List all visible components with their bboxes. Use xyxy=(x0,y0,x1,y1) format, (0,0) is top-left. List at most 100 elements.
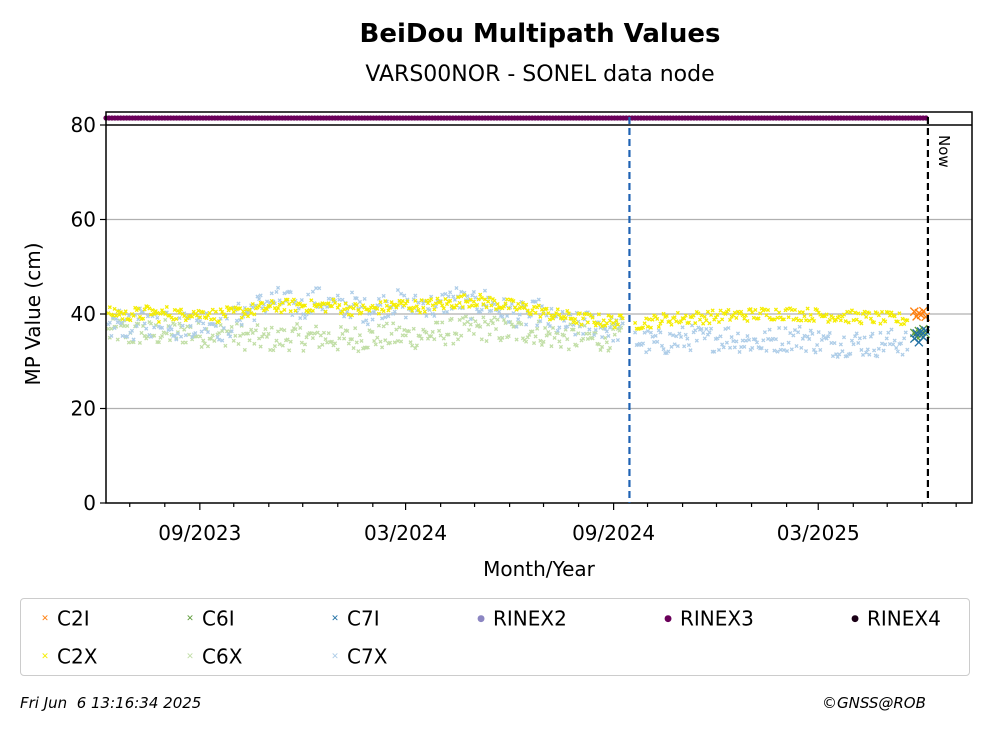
point-c6x xyxy=(115,337,120,342)
point-c2x xyxy=(142,307,147,312)
point-c2x xyxy=(577,311,582,316)
point-c7x xyxy=(514,324,519,329)
point-c7x xyxy=(239,322,244,327)
point-c6x xyxy=(236,341,241,346)
point-c2x xyxy=(701,321,706,326)
point-c7x xyxy=(851,342,856,347)
legend-marker-x-icon: ✕ xyxy=(186,613,194,624)
point-c7x xyxy=(148,334,154,339)
point-c7x xyxy=(258,293,263,298)
point-c2x xyxy=(457,300,462,305)
point-c6x xyxy=(399,339,404,344)
point-c7x xyxy=(335,293,340,298)
point-c7x xyxy=(677,331,682,336)
point-c2x xyxy=(775,315,780,320)
point-c7x xyxy=(868,334,873,339)
point-c2x xyxy=(204,316,209,321)
legend-label: RINEX3 xyxy=(680,606,754,631)
point-c2x xyxy=(898,322,904,327)
point-c7x xyxy=(688,348,693,353)
point-c6x xyxy=(463,314,469,319)
point-c6x xyxy=(471,331,476,337)
point-c2x xyxy=(571,320,576,325)
point-c6x xyxy=(566,347,571,352)
point-c2x xyxy=(868,316,873,321)
point-c2x xyxy=(538,314,543,319)
point-c7x xyxy=(716,347,722,353)
point-c7x xyxy=(702,336,707,341)
point-c2x xyxy=(536,303,541,308)
point-c6x xyxy=(312,331,317,336)
y-tick-label: 60 xyxy=(71,208,96,232)
point-c2x xyxy=(274,308,279,313)
legend-label: RINEX4 xyxy=(867,606,941,631)
point-c6x xyxy=(209,336,214,341)
point-c2x xyxy=(148,312,154,317)
point-c6x xyxy=(598,347,603,353)
point-c2x xyxy=(354,302,359,308)
point-c6x xyxy=(435,320,440,325)
point-c7x xyxy=(652,339,657,345)
point-c2x xyxy=(879,309,885,314)
point-c6x xyxy=(402,327,407,333)
point-c6x xyxy=(231,338,236,343)
point-c7x xyxy=(536,297,541,302)
point-c2x xyxy=(566,311,571,316)
point-c2x xyxy=(356,307,361,313)
point-c2x xyxy=(394,305,399,310)
point-c6x xyxy=(125,323,130,329)
point-c2x xyxy=(479,295,484,301)
point-c7x xyxy=(737,349,742,355)
point-c7x xyxy=(205,330,211,335)
point-c2x xyxy=(796,318,801,323)
point-c6x xyxy=(370,329,375,334)
point-c7x xyxy=(633,330,638,335)
point-c2x xyxy=(375,306,380,311)
point-c2x xyxy=(740,313,745,318)
point-c6x xyxy=(590,336,595,341)
point-c2x xyxy=(827,317,832,322)
point-c2x xyxy=(493,306,499,312)
point-c2x xyxy=(489,303,494,308)
point-c2x xyxy=(405,299,410,304)
point-c2x xyxy=(555,307,560,312)
point-c6x xyxy=(282,328,287,333)
point-c6x xyxy=(295,321,300,327)
point-c7x xyxy=(892,338,897,343)
point-c7x xyxy=(690,323,695,328)
rinex-strip xyxy=(103,115,929,121)
point-c2x xyxy=(120,317,125,322)
point-c7x xyxy=(301,312,306,317)
point-c2x xyxy=(114,313,119,318)
point-c6x xyxy=(202,341,207,346)
point-c6x xyxy=(462,321,467,327)
point-c2x xyxy=(667,319,672,324)
point-c7x xyxy=(126,313,131,318)
point-c2x xyxy=(441,306,446,311)
point-c2x xyxy=(323,309,328,314)
point-c7x xyxy=(441,310,446,315)
point-c2x xyxy=(854,317,859,322)
point-c6x xyxy=(156,340,161,345)
point-c7x xyxy=(718,334,723,339)
x-tick-label: 03/2025 xyxy=(777,521,860,545)
point-c6x xyxy=(299,340,304,345)
point-c6x xyxy=(318,333,323,338)
point-c6x xyxy=(194,334,199,339)
point-c6x xyxy=(349,337,355,342)
point-c7x xyxy=(169,327,174,332)
point-c6x xyxy=(152,333,157,338)
point-c2x xyxy=(886,310,891,315)
point-c2x xyxy=(830,315,836,320)
point-c2x xyxy=(438,299,443,304)
point-c2x xyxy=(400,298,405,304)
point-c7x xyxy=(325,304,330,309)
point-c6x xyxy=(298,325,303,330)
point-c2x xyxy=(895,319,900,324)
point-c2x xyxy=(459,294,464,299)
point-c7x xyxy=(296,306,301,311)
point-c2x xyxy=(686,320,691,325)
point-c6x xyxy=(543,325,548,331)
point-c7x xyxy=(202,326,207,331)
point-c2x xyxy=(642,321,647,326)
